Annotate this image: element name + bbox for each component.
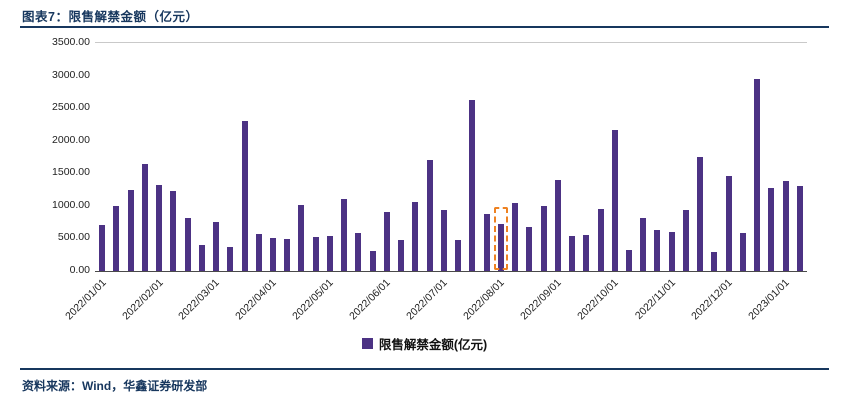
x-axis-label: 2022/04/01 (233, 276, 280, 323)
x-axis-label: 2022/11/01 (632, 276, 678, 322)
bar (569, 235, 576, 271)
legend: 限售解禁金额(亿元) (0, 334, 849, 353)
bar (213, 221, 220, 271)
bar (483, 214, 490, 271)
bar (725, 175, 732, 271)
bar (554, 179, 561, 271)
bar (768, 187, 775, 271)
x-axis-label: 2022/01/01 (62, 276, 109, 323)
bar (583, 235, 590, 271)
x-axis-label: 2022/12/01 (689, 276, 735, 323)
y-axis-label: 2500.00 (52, 101, 90, 114)
y-axis-label: 1500.00 (52, 166, 90, 179)
bar (398, 239, 405, 271)
y-axis: 3500.00 3000.00 2500.00 2000.00 1500.00 1000.… (18, 36, 90, 276)
bar (626, 250, 632, 271)
bar (326, 235, 333, 271)
x-axis-label: 2022/09/01 (518, 276, 565, 323)
bar (526, 226, 533, 271)
highlight-box (493, 207, 508, 270)
bar (739, 233, 746, 271)
y-axis-label: 3000.00 (52, 68, 90, 81)
bar (255, 233, 262, 271)
legend-label: 限售解禁金额(亿元) (378, 338, 488, 352)
source-note: 资料来源：Wind，华鑫证券研发部 (22, 379, 208, 393)
x-axis: 2022/01/01 2022/02/01 2022/03/01 2022/04/01… (63, 271, 807, 343)
bar (426, 160, 433, 271)
bar (440, 210, 447, 271)
bar (341, 199, 348, 271)
legend-swatch (361, 338, 373, 349)
figure-title: 图表7：限售解禁金额（亿元） (22, 10, 199, 24)
bar (654, 230, 661, 271)
bar (597, 208, 604, 271)
bar (298, 204, 305, 271)
x-axis-label: 2022/03/01 (176, 276, 223, 323)
y-axis-label: 3500.00 (52, 36, 90, 48)
bar (697, 157, 704, 271)
x-axis-label: 2022/05/01 (290, 276, 337, 323)
y-axis-label: 1000.00 (52, 198, 90, 211)
bar (668, 231, 675, 271)
bar (540, 205, 547, 271)
x-axis-label: 2023/01/01 (746, 276, 792, 323)
bar (355, 232, 362, 271)
bar (796, 186, 803, 271)
bar (455, 239, 462, 271)
x-axis-label: 2022/10/01 (575, 276, 621, 323)
bar (198, 244, 205, 271)
bar (170, 190, 177, 271)
bar (611, 129, 618, 271)
bar (711, 252, 718, 271)
bar (383, 212, 390, 271)
bar (782, 181, 789, 271)
bar (270, 238, 276, 271)
bottom-divider (20, 368, 829, 370)
bar (227, 246, 234, 271)
bar (412, 201, 419, 271)
x-axis-label: 2022/02/01 (119, 276, 166, 323)
y-axis-label: 0.00 (69, 264, 90, 276)
bar (469, 100, 476, 271)
bar (754, 78, 761, 271)
bar (312, 237, 319, 271)
plot-area (95, 42, 807, 272)
bar (99, 225, 106, 271)
bar (184, 218, 191, 271)
bar (640, 218, 647, 271)
x-axis-label: 2022/07/01 (404, 276, 451, 323)
top-divider (20, 26, 829, 28)
x-axis-label: 2022/06/01 (347, 276, 394, 323)
bar (682, 209, 689, 271)
bar (512, 202, 519, 271)
bar (241, 121, 248, 271)
bar (141, 163, 148, 271)
y-axis-label: 500.00 (57, 231, 90, 244)
bar (156, 185, 163, 271)
bar (284, 239, 291, 271)
y-axis-label: 2000.00 (52, 133, 90, 146)
bar (497, 224, 504, 271)
bar (127, 189, 134, 271)
bar (113, 205, 120, 271)
x-axis-label: 2022/08/01 (461, 276, 508, 323)
bar (369, 250, 376, 271)
